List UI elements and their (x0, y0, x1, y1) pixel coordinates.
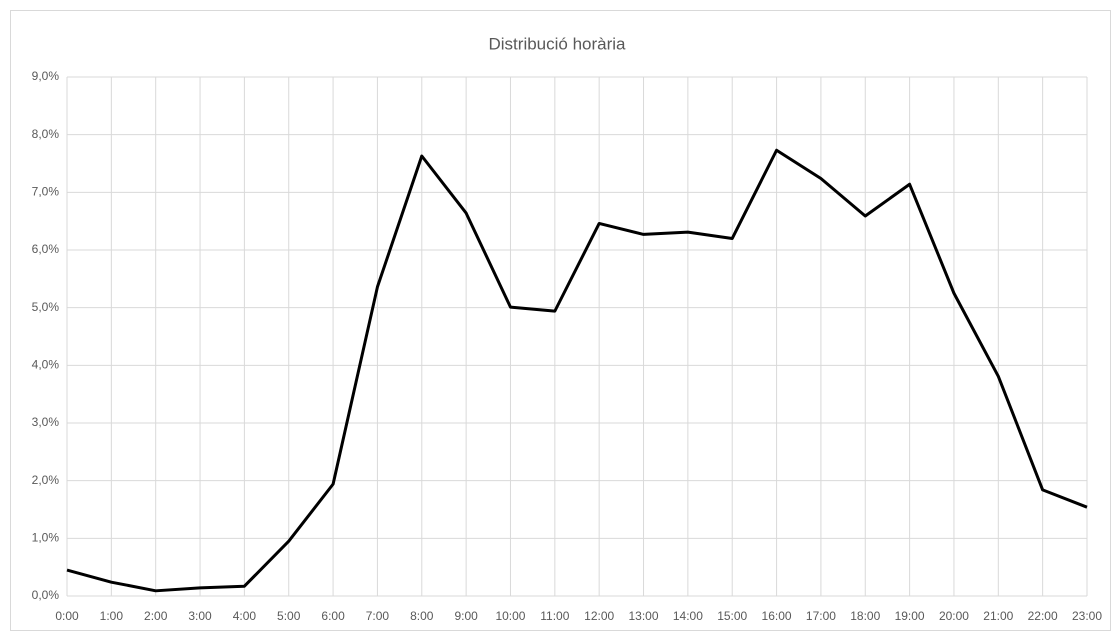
x-tick-label: 4:00 (233, 609, 257, 623)
x-tick-label: 7:00 (366, 609, 390, 623)
x-tick-label: 19:00 (895, 609, 925, 623)
x-tick-label: 2:00 (144, 609, 168, 623)
x-tick-label: 6:00 (321, 609, 345, 623)
x-tick-label: 9:00 (454, 609, 478, 623)
x-tick-label: 14:00 (673, 609, 703, 623)
x-tick-label: 17:00 (806, 609, 836, 623)
y-tick-label: 9,0% (32, 69, 60, 83)
y-tick-label: 2,0% (32, 473, 60, 487)
x-tick-label: 12:00 (584, 609, 614, 623)
x-tick-label: 16:00 (762, 609, 792, 623)
y-tick-label: 0,0% (32, 588, 60, 602)
y-tick-label: 3,0% (32, 415, 60, 429)
y-tick-label: 7,0% (32, 185, 60, 199)
y-tick-label: 1,0% (32, 531, 60, 545)
x-tick-label: 11:00 (540, 609, 569, 623)
chart-title: Distribució horària (489, 34, 627, 53)
x-tick-label: 10:00 (495, 609, 525, 623)
x-tick-label: 5:00 (277, 609, 301, 623)
y-tick-label: 8,0% (32, 127, 60, 141)
x-tick-label: 20:00 (939, 609, 969, 623)
x-tick-label: 3:00 (188, 609, 212, 623)
x-tick-label: 22:00 (1028, 609, 1058, 623)
x-tick-label: 23:00 (1072, 609, 1102, 623)
y-tick-label: 5,0% (32, 300, 60, 314)
x-tick-label: 15:00 (717, 609, 747, 623)
x-tick-label: 18:00 (850, 609, 880, 623)
x-tick-label: 1:00 (100, 609, 124, 623)
y-tick-label: 6,0% (32, 242, 60, 256)
chart-border (10, 10, 1111, 631)
x-tick-label: 21:00 (983, 609, 1013, 623)
x-tick-label: 0:00 (55, 609, 79, 623)
x-tick-label: 13:00 (629, 609, 659, 623)
x-tick-label: 8:00 (410, 609, 434, 623)
y-tick-label: 4,0% (32, 358, 60, 372)
line (66, 148, 1088, 593)
